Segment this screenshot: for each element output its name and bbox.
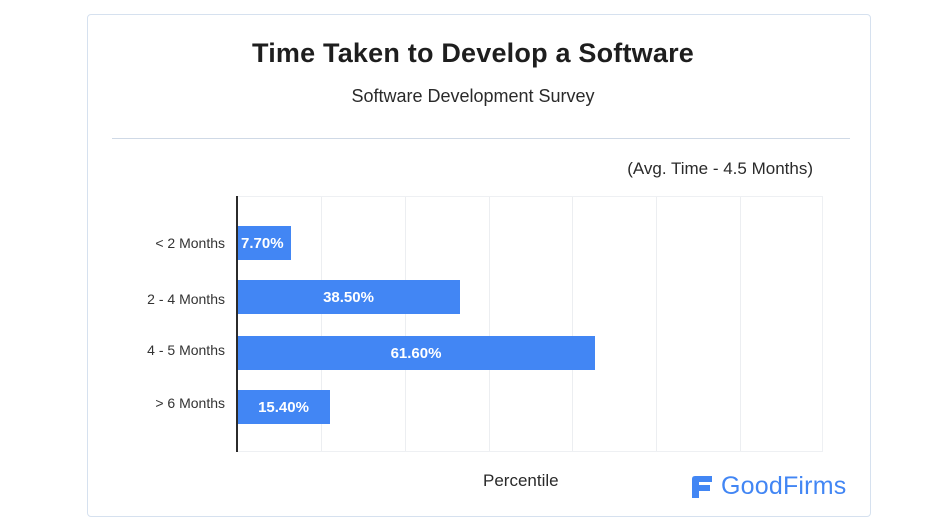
bar-value-label: 61.60% — [390, 344, 442, 362]
gridline — [321, 197, 322, 451]
brand-logo: GoodFirms — [690, 472, 846, 501]
bar-value-label: 7.70% — [241, 234, 284, 252]
chart-title: Time Taken to Develop a Software — [251, 38, 695, 68]
category-label: 2 - 4 Months — [147, 291, 225, 307]
gridline — [489, 197, 490, 451]
bar-value-label: 38.50% — [323, 288, 374, 306]
gridline — [572, 197, 573, 451]
average-time-annotation: (Avg. Time - 4.5 Months) — [627, 159, 813, 178]
y-axis-line — [236, 196, 238, 452]
plot-area: 7.70% 38.50% 61.60% 15.40% — [237, 196, 823, 452]
category-label: > 6 Months — [155, 395, 225, 411]
x-axis-label: Percentile — [483, 471, 559, 490]
goodfirms-logo-icon — [692, 475, 712, 498]
bar-gt-6-months: 15.40% — [237, 390, 330, 424]
bar-lt-2-months: 7.70% — [237, 226, 291, 260]
chart-subtitle: Software Development Survey — [351, 86, 595, 106]
bar-2-4-months: 38.50% — [237, 280, 460, 314]
header-divider — [112, 138, 850, 139]
category-label: 4 - 5 Months — [147, 342, 225, 358]
bar-value-label: 15.40% — [258, 398, 309, 416]
gridline — [656, 197, 657, 451]
bar-4-5-months: 61.60% — [237, 336, 595, 370]
gridline — [740, 197, 741, 451]
brand-name: GoodFirms — [721, 472, 847, 500]
category-label: < 2 Months — [155, 235, 225, 251]
gridline — [405, 197, 406, 451]
